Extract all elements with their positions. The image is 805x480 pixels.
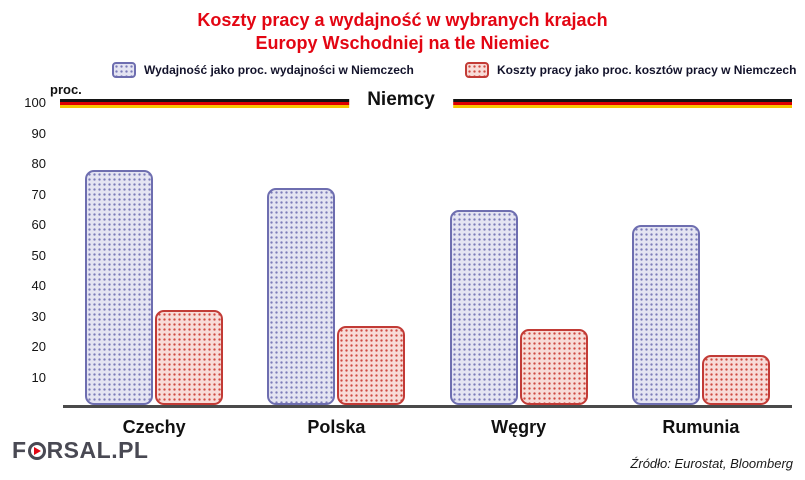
bar-labor-costs [337, 326, 406, 405]
bar-productivity [631, 225, 700, 405]
x-axis-label: Czechy [122, 417, 186, 437]
logo-text-pl: .PL [111, 437, 149, 463]
bar-labor-costs [519, 329, 588, 405]
plot-area [63, 103, 792, 408]
bar-productivity [267, 188, 336, 405]
x-axis-label: Polska [307, 417, 366, 437]
legend-label-productivity: Wydajność jako proc. wydajności w Niemcz… [144, 63, 414, 77]
bar-labor-costs [701, 355, 770, 405]
legend-swatch-productivity-icon [112, 62, 136, 78]
x-axis-label: Rumunia [662, 417, 740, 437]
legend-swatch-labor-costs-icon [465, 62, 489, 78]
y-tick-label: 10 [31, 369, 46, 385]
chart-title-line2: Europy Wschodniej na tle Niemiec [255, 33, 550, 54]
legend-item-labor-costs: Koszty pracy jako proc. kosztów pracy w … [465, 62, 796, 78]
play-triangle-icon [33, 446, 41, 455]
y-tick-label: 70 [31, 186, 46, 202]
y-tick-label: 90 [31, 125, 46, 141]
y-tick-label: 20 [31, 339, 46, 354]
bar-labor-costs [155, 310, 224, 405]
forsal-o-icon [27, 441, 46, 460]
chart-title: Koszty pracy a wydajność w wybranych kra… [0, 9, 805, 56]
bar-productivity [85, 170, 154, 405]
forsal-logo: F RSAL .PL [12, 437, 148, 464]
logo-text-f: F [12, 437, 27, 463]
logo-text-rsal: RSAL [46, 437, 112, 463]
y-tick-label: 100 [24, 95, 46, 110]
bar-productivity [449, 210, 518, 405]
x-axis-label: Węgry [491, 417, 547, 437]
y-axis-unit-label: proc. [50, 82, 82, 97]
chart-title-line1: Koszty pracy a wydajność w wybranych kra… [197, 10, 608, 30]
legend-label-labor-costs: Koszty pracy jako proc. kosztów pracy w … [497, 63, 797, 77]
y-tick-label: 30 [31, 308, 46, 324]
germany-reference-label: Niemcy [349, 89, 453, 111]
y-tick-label: 60 [31, 217, 46, 232]
y-tick-label: 80 [31, 156, 46, 171]
legend-item-productivity: Wydajność jako proc. wydajności w Niemcz… [112, 62, 414, 78]
y-tick-label: 50 [31, 247, 46, 263]
source-credit: Źródło: Eurostat, Bloomberg [630, 456, 793, 471]
y-tick-label: 40 [31, 278, 46, 293]
